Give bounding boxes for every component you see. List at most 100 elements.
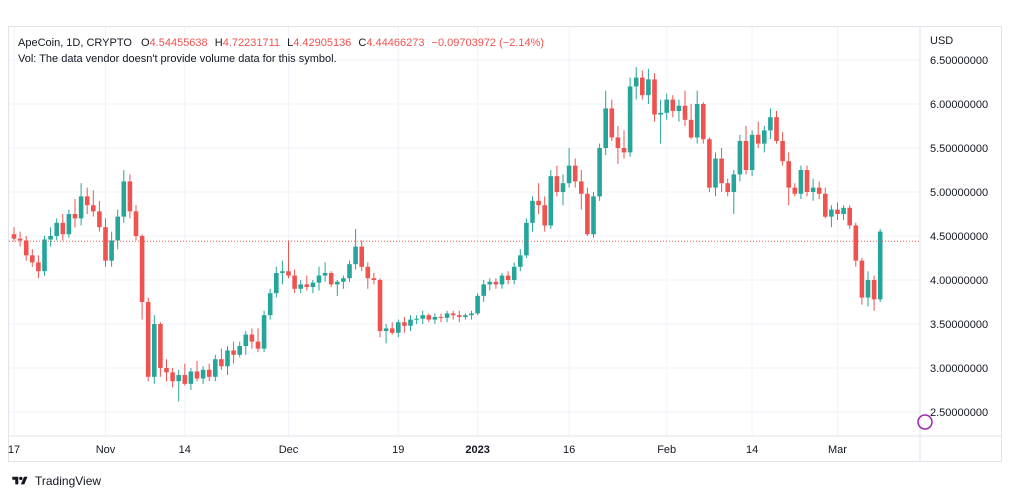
candle-body[interactable] bbox=[341, 278, 346, 282]
candle-body[interactable] bbox=[829, 209, 834, 217]
candle-body[interactable] bbox=[475, 295, 480, 314]
candle-body[interactable] bbox=[450, 313, 456, 316]
candle-body[interactable] bbox=[206, 369, 212, 377]
candle-body[interactable] bbox=[60, 222, 66, 235]
candle-body[interactable] bbox=[261, 315, 267, 349]
candle-body[interactable] bbox=[310, 282, 316, 288]
candle-body[interactable] bbox=[505, 275, 511, 280]
candle-body[interactable] bbox=[524, 222, 529, 256]
candle-body[interactable] bbox=[737, 140, 743, 175]
candle-body[interactable] bbox=[127, 181, 133, 212]
candle-body[interactable] bbox=[682, 105, 688, 120]
candle-body[interactable] bbox=[97, 211, 102, 228]
candle-body[interactable] bbox=[530, 200, 535, 223]
candle-body[interactable] bbox=[170, 372, 175, 382]
candle-body[interactable] bbox=[402, 322, 407, 326]
candle-body[interactable] bbox=[676, 105, 682, 112]
candle-body[interactable] bbox=[823, 193, 828, 217]
candle-body[interactable] bbox=[499, 275, 505, 285]
candle-body[interactable] bbox=[591, 196, 596, 235]
candle-body[interactable] bbox=[865, 280, 871, 298]
candle-body[interactable] bbox=[298, 284, 303, 289]
candle-body[interactable] bbox=[249, 334, 255, 342]
candle-body[interactable] bbox=[17, 238, 23, 241]
candle-body[interactable] bbox=[792, 187, 798, 194]
time-axis[interactable]: 17 Nov 14 Dec 19 2023 16 Feb 14 Mar bbox=[8, 444, 847, 456]
candle-body[interactable] bbox=[103, 227, 108, 261]
candle-body[interactable] bbox=[859, 260, 865, 298]
candle-body[interactable] bbox=[579, 181, 584, 194]
candle-body[interactable] bbox=[548, 176, 554, 226]
candle-body[interactable] bbox=[139, 236, 145, 302]
candle-body[interactable] bbox=[511, 266, 517, 280]
candle-body[interactable] bbox=[554, 176, 560, 192]
candle-body[interactable] bbox=[694, 104, 700, 138]
candle-body[interactable] bbox=[719, 158, 724, 184]
candle-body[interactable] bbox=[762, 130, 767, 144]
candle-body[interactable] bbox=[322, 272, 328, 276]
candle-body[interactable] bbox=[176, 375, 181, 382]
candle-body[interactable] bbox=[225, 350, 230, 367]
candle-body[interactable] bbox=[145, 302, 151, 377]
candle-body[interactable] bbox=[566, 165, 572, 184]
candle-body[interactable] bbox=[365, 266, 371, 279]
candle-body[interactable] bbox=[670, 99, 676, 112]
candle-body[interactable] bbox=[835, 209, 840, 214]
candle-body[interactable] bbox=[585, 193, 590, 235]
candle-body[interactable] bbox=[572, 165, 578, 182]
candle-body[interactable] bbox=[749, 134, 755, 170]
candle-body[interactable] bbox=[347, 264, 352, 279]
candle-body[interactable] bbox=[383, 328, 389, 332]
candle-body[interactable] bbox=[871, 280, 877, 300]
candle-body[interactable] bbox=[255, 341, 261, 349]
footer-branding[interactable]: TradingView bbox=[10, 472, 101, 490]
candle-body[interactable] bbox=[274, 272, 279, 294]
candle-body[interactable] bbox=[786, 161, 791, 188]
candle-body[interactable] bbox=[633, 77, 639, 87]
candle-body[interactable] bbox=[438, 316, 444, 318]
candle-body[interactable] bbox=[841, 207, 846, 214]
candle-body[interactable] bbox=[164, 368, 169, 373]
candle-body[interactable] bbox=[420, 315, 425, 319]
candle-body[interactable] bbox=[597, 148, 602, 197]
candle-body[interactable] bbox=[725, 183, 730, 192]
candle-body[interactable] bbox=[152, 324, 157, 377]
candle-body[interactable] bbox=[621, 148, 627, 153]
candle-body[interactable] bbox=[493, 281, 499, 285]
candle-body[interactable] bbox=[847, 207, 852, 226]
price-axis[interactable]: USD 6.50000000 6.00000000 5.50000000 5.0000… bbox=[930, 35, 988, 419]
candle-body[interactable] bbox=[353, 246, 358, 265]
candle-body[interactable] bbox=[91, 205, 96, 212]
candle-body[interactable] bbox=[182, 375, 188, 384]
candle-body[interactable] bbox=[194, 371, 200, 379]
candle-body[interactable] bbox=[359, 246, 364, 267]
candle-body[interactable] bbox=[316, 275, 322, 283]
candle-body[interactable] bbox=[66, 214, 72, 235]
candle-body[interactable] bbox=[664, 99, 669, 113]
candle-body[interactable] bbox=[688, 119, 694, 138]
candle-body[interactable] bbox=[768, 117, 773, 131]
candle-body[interactable] bbox=[743, 140, 749, 170]
candle-body[interactable] bbox=[304, 284, 310, 288]
candle-body[interactable] bbox=[213, 359, 218, 377]
candle-body[interactable] bbox=[603, 108, 608, 148]
candle-body[interactable] bbox=[481, 284, 486, 296]
candle-series[interactable] bbox=[11, 67, 883, 402]
candle-body[interactable] bbox=[615, 137, 621, 148]
candle-body[interactable] bbox=[42, 239, 47, 272]
candle-body[interactable] bbox=[188, 371, 194, 384]
candle-body[interactable] bbox=[432, 316, 438, 320]
symbol-title[interactable]: ApeCoin, 1D, CRYPTO bbox=[18, 37, 132, 49]
candle-body[interactable] bbox=[774, 117, 779, 141]
candle-body[interactable] bbox=[853, 225, 859, 261]
candle-body[interactable] bbox=[78, 196, 84, 219]
candle-body[interactable] bbox=[518, 255, 523, 267]
candle-body[interactable] bbox=[200, 369, 206, 379]
candle-body[interactable] bbox=[11, 234, 17, 239]
candle-body[interactable] bbox=[377, 280, 383, 332]
candle-body[interactable] bbox=[219, 359, 224, 367]
candle-body[interactable] bbox=[335, 281, 340, 285]
candle-body[interactable] bbox=[396, 322, 401, 333]
candle-body[interactable] bbox=[133, 211, 139, 236]
